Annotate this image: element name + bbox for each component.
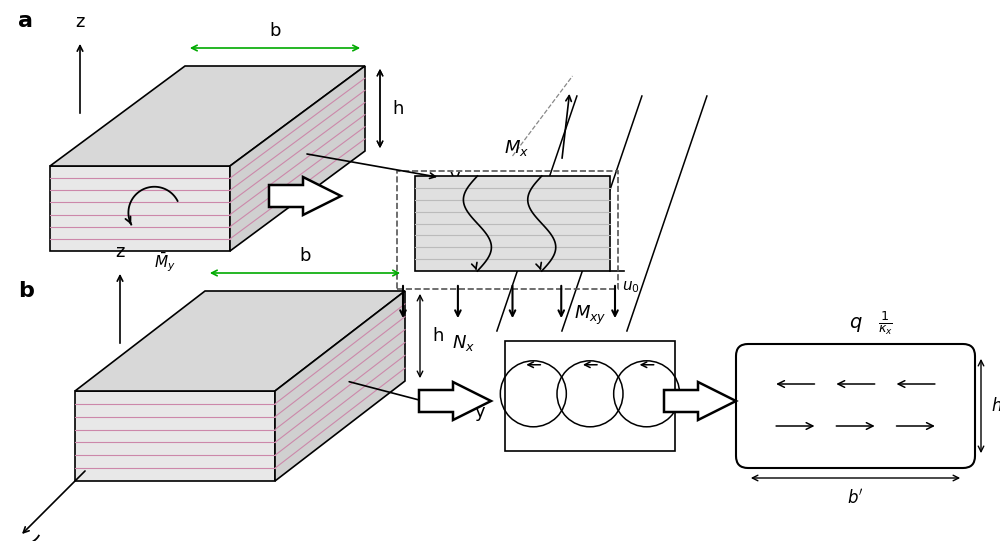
Polygon shape bbox=[75, 391, 275, 481]
Text: $\bar{M}_y$: $\bar{M}_y$ bbox=[154, 250, 175, 274]
Polygon shape bbox=[664, 382, 736, 420]
Text: b: b bbox=[299, 247, 311, 265]
Text: y: y bbox=[450, 168, 461, 187]
Polygon shape bbox=[415, 176, 610, 271]
Text: $M_{xy}$: $M_{xy}$ bbox=[574, 304, 606, 327]
Polygon shape bbox=[505, 341, 675, 451]
Text: $N_x$: $N_x$ bbox=[452, 333, 475, 353]
Text: h: h bbox=[432, 327, 443, 345]
Polygon shape bbox=[275, 291, 405, 481]
Text: b: b bbox=[18, 281, 34, 301]
Text: $M_x$: $M_x$ bbox=[504, 138, 529, 158]
Text: h: h bbox=[392, 100, 403, 118]
Text: b: b bbox=[269, 22, 281, 40]
FancyBboxPatch shape bbox=[736, 344, 975, 468]
Text: $q$: $q$ bbox=[849, 315, 862, 334]
Polygon shape bbox=[230, 66, 365, 251]
Text: $h'$: $h'$ bbox=[991, 397, 1000, 415]
Text: $u_0$: $u_0$ bbox=[622, 279, 640, 295]
Polygon shape bbox=[269, 177, 341, 215]
Polygon shape bbox=[75, 291, 405, 391]
Text: a: a bbox=[18, 11, 33, 31]
Text: z: z bbox=[75, 13, 85, 31]
Polygon shape bbox=[419, 382, 491, 420]
Text: z: z bbox=[115, 243, 125, 261]
Text: $\frac{1}{\kappa_x}$: $\frac{1}{\kappa_x}$ bbox=[878, 309, 893, 337]
Polygon shape bbox=[50, 166, 230, 251]
Polygon shape bbox=[50, 66, 365, 166]
Text: $b'$: $b'$ bbox=[847, 488, 864, 507]
Text: y: y bbox=[475, 403, 486, 421]
